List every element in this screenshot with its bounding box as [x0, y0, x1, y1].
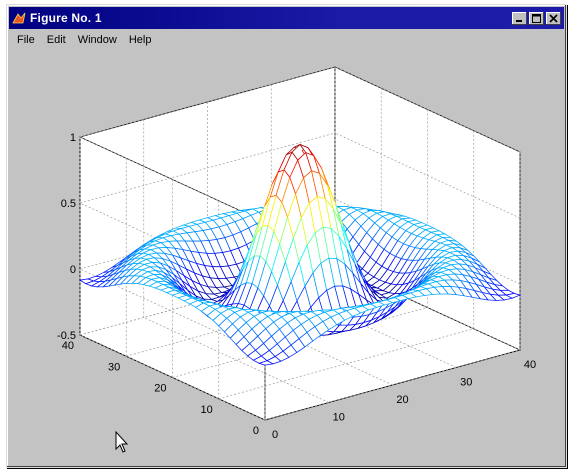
y-tick-label: 40 [62, 340, 74, 352]
x-tick-label: 20 [396, 394, 408, 406]
close-icon[interactable] [546, 11, 561, 25]
z-grid-line [79, 136, 266, 223]
menu-window[interactable]: Window [77, 34, 117, 46]
mesh-cell [505, 292, 522, 299]
surface-mesh [78, 143, 522, 366]
z-grid-line [79, 132, 336, 204]
minimize-icon[interactable] [512, 11, 527, 25]
z-tick-label: 0.5 [61, 198, 76, 210]
y-tick-label: 0 [253, 425, 259, 437]
x-tick-label: 30 [460, 377, 472, 389]
z-tick-label: 1 [70, 132, 76, 144]
y-tick-label: 20 [154, 383, 166, 395]
title-bar[interactable]: Figure No. 1 [9, 7, 564, 29]
matlab-logo-icon [12, 11, 26, 25]
y-tick-label: 30 [108, 361, 120, 373]
z-grid-line [79, 334, 266, 421]
y-grid-line [218, 328, 474, 400]
window-title: Figure No. 1 [30, 11, 102, 25]
z-grid-line [334, 132, 521, 219]
menu-edit[interactable]: Edit [46, 34, 66, 46]
menu-help[interactable]: Help [128, 34, 152, 46]
menu-file[interactable]: File [17, 34, 35, 46]
z-grid-line [79, 66, 336, 138]
menu-bar: File Edit Window Help [9, 31, 564, 49]
x-tick-label: 40 [524, 359, 536, 371]
mouse-cursor-icon [115, 430, 129, 453]
z-grid-line [334, 66, 521, 153]
y-tick-label: 10 [201, 404, 213, 416]
maximize-icon[interactable] [529, 11, 544, 25]
z-tick-label: 0 [70, 264, 76, 276]
z-tick-label: -0.5 [57, 330, 76, 342]
x-tick-label: 0 [272, 429, 278, 441]
x-grid-line [143, 317, 329, 403]
x-tick-label: 10 [333, 412, 345, 424]
y-grid-line [264, 349, 521, 421]
